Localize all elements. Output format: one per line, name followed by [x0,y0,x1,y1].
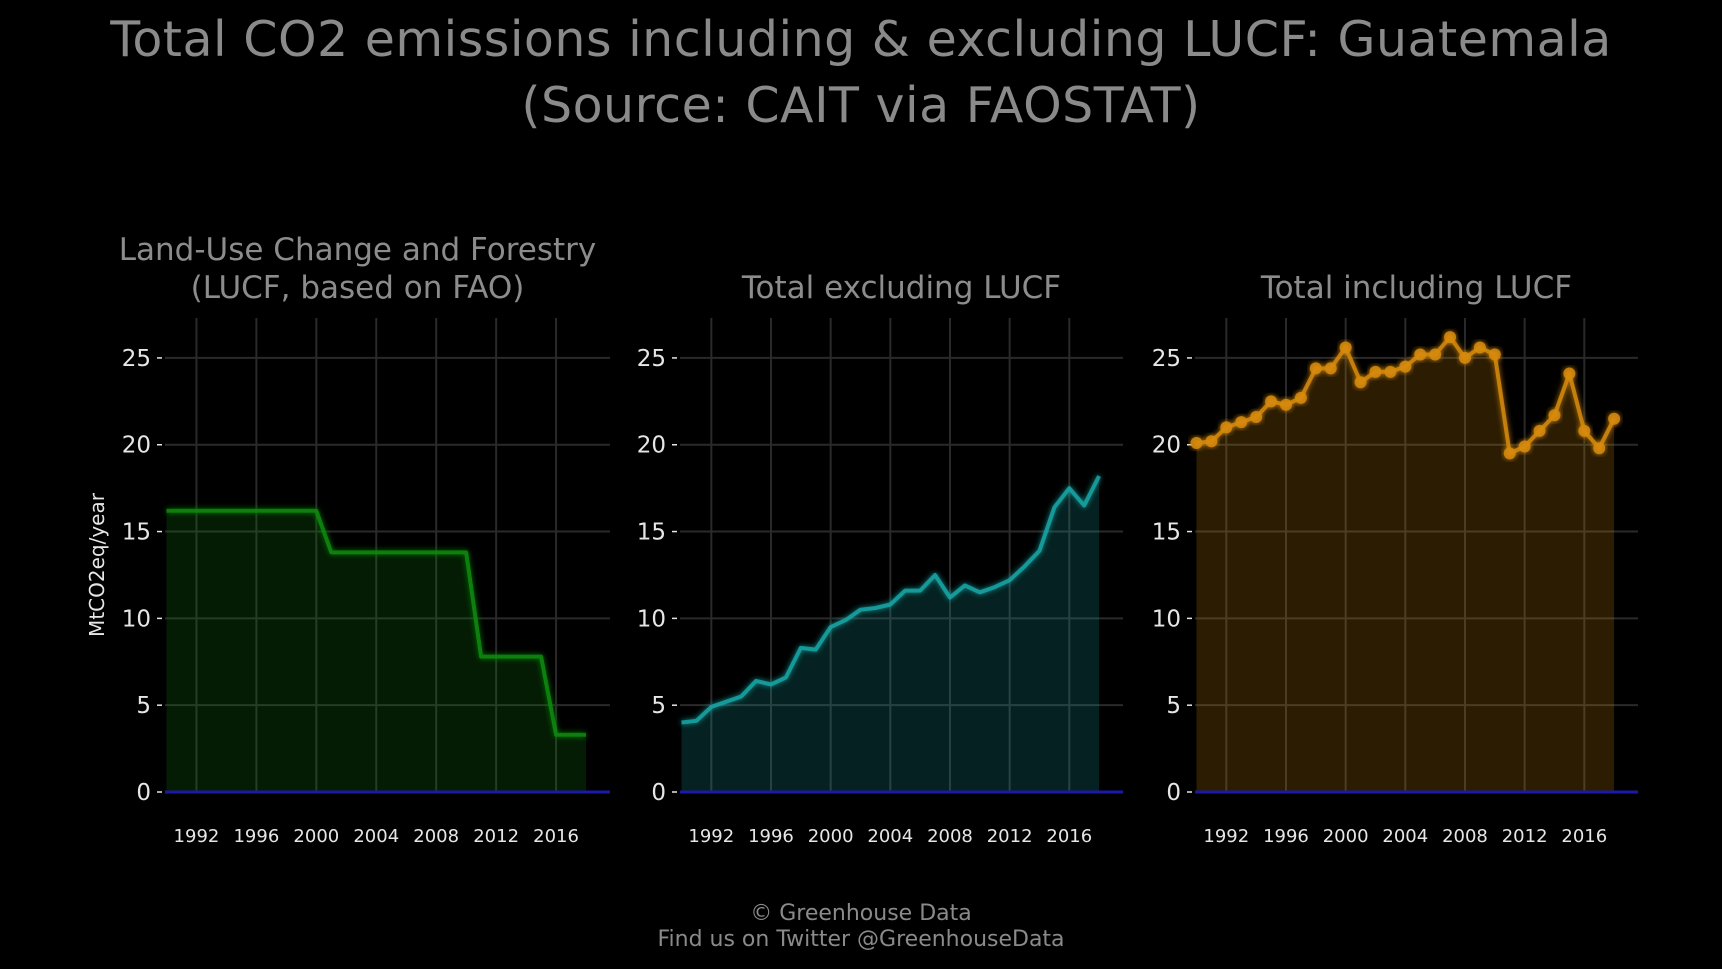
chart-panel-3: 0 5 10 15 20 25 1992 1996 2000 2004 2008 2012 2016 To… [1152,270,1638,847]
y-tick-label: 0 [136,780,151,806]
data-point [1444,331,1457,344]
series-area [166,510,586,792]
y-tick-label: 10 [637,606,666,632]
x-tick-label: 2004 [1382,826,1428,847]
data-point [1279,398,1292,411]
chart-panel-1: 0 5 10 15 20 25 1992 1996 2000 2004 2008 2012 2016 La… [85,232,610,847]
x-tick-label: 1992 [688,826,734,847]
data-point [1354,376,1367,389]
x-tick-label: 2016 [1046,826,1092,847]
y-tick-label: 20 [122,433,151,459]
footer-credit: © Greenhouse Data [750,901,972,926]
data-point [1533,424,1546,437]
y-axis-label: MtCO2eq/year [85,492,109,637]
data-point [1235,416,1248,429]
x-tick-label: 2000 [1323,826,1369,847]
x-tick-label: 2000 [293,826,339,847]
data-point [1548,409,1561,422]
data-point [1190,437,1203,450]
y-tick-label: 25 [637,346,666,372]
data-point [1309,362,1322,375]
y-tick-label: 15 [122,520,151,546]
panel-title: Total including LUCF [1260,270,1572,306]
data-point [1473,341,1486,354]
y-tick-label: 5 [651,693,666,719]
data-point [1414,348,1427,361]
y-tick-label: 20 [637,433,666,459]
data-point [1429,348,1442,361]
x-tick-label: 2004 [353,826,399,847]
x-tick-label: 2000 [808,826,854,847]
x-tick-label: 2012 [987,826,1033,847]
y-tick-label: 0 [651,780,666,806]
series-area [1196,337,1615,792]
panel-title: (LUCF, based on FAO) [191,270,525,306]
data-point [1220,421,1233,434]
data-point [1518,440,1531,453]
chart-title: Total CO2 emissions including & excludin… [110,11,1612,68]
data-point [1324,362,1337,375]
data-point [1488,348,1501,361]
data-point [1294,391,1307,404]
y-tick-label: 15 [637,520,666,546]
x-tick-label: 2004 [867,826,913,847]
data-point [1593,442,1606,455]
x-tick-label: 1992 [174,826,220,847]
y-tick-label: 10 [122,606,151,632]
x-tick-label: 2008 [1442,826,1488,847]
data-point [1503,447,1516,460]
series-line [681,475,1101,725]
x-tick-label: 2008 [927,826,973,847]
series-line [166,508,586,737]
y-tick-label: 10 [1152,606,1181,632]
data-point [1265,395,1278,408]
data-point [1608,412,1621,425]
data-point [1458,351,1471,364]
y-tick-label: 25 [122,346,151,372]
x-tick-label: 2016 [533,826,579,847]
y-tick-label: 20 [1152,433,1181,459]
chart-subtitle-source: (Source: CAIT via FAOSTAT) [521,77,1201,134]
x-tick-label: 2012 [473,826,519,847]
data-point [1369,365,1382,378]
data-point [1384,365,1397,378]
series-area [681,476,1100,792]
x-tick-label: 1996 [748,826,794,847]
panel-title: Total excluding LUCF [741,270,1061,306]
y-tick-label: 0 [1166,780,1181,806]
y-tick-label: 25 [1152,346,1181,372]
x-tick-label: 2012 [1502,826,1548,847]
x-tick-label: 2016 [1561,826,1607,847]
x-tick-label: 1992 [1203,826,1249,847]
y-tick-label: 5 [1166,693,1181,719]
data-point [1339,341,1352,354]
data-point [1205,435,1218,448]
x-tick-label: 2008 [413,826,459,847]
data-point [1578,424,1591,437]
footer-twitter: Find us on Twitter @GreenhouseData [657,927,1065,952]
data-point [1563,367,1576,380]
y-tick-label: 5 [136,693,151,719]
chart-panel-2: 0 5 10 15 20 25 1992 1996 2000 2004 2008 2012 2016 To… [637,270,1123,847]
panel-title: Land-Use Change and Forestry [119,232,597,268]
y-tick-label: 15 [1152,520,1181,546]
x-tick-label: 1996 [1263,826,1309,847]
data-point [1250,410,1263,423]
x-tick-label: 1996 [233,826,279,847]
data-point [1399,360,1412,373]
